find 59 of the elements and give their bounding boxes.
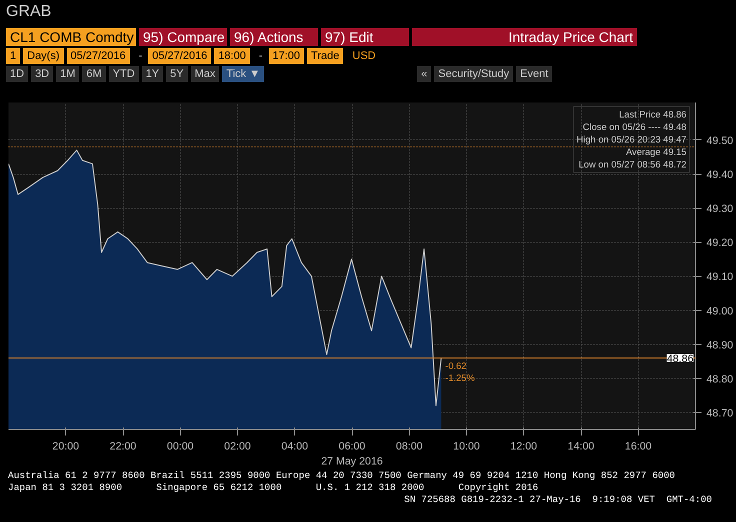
- x-tick-label: 02:00: [224, 440, 251, 452]
- y-tick-label: 49.20: [706, 237, 734, 250]
- text: 17:00: [268, 48, 304, 64]
- annotation: High on 05/26 20:23 49.47: [576, 134, 687, 144]
- chart-title: Intraday Price Chart: [412, 28, 637, 46]
- text: 18:00: [214, 48, 250, 64]
- text: SN 725688 G819-2232-1 27-May-16 9:19:08 VET GMT-4:00: [403, 494, 712, 506]
- y-tick-label: 49.30: [706, 203, 734, 216]
- text: 05/27/2016: [66, 48, 130, 64]
- text: «: [417, 66, 432, 82]
- text: Max: [190, 66, 220, 82]
- y-tick-label: 49.10: [706, 271, 734, 284]
- annotation: Close on 05/26 ---- 49.48: [582, 122, 686, 132]
- x-tick-label: 06:00: [338, 440, 366, 452]
- text: USD: [352, 50, 376, 62]
- x-tick-label: 00:00: [166, 440, 194, 452]
- y-tick-label: 49.50: [706, 134, 734, 147]
- text: Japan 81 3 3201 8900 Singapore 65 6212 1000 U.S. 1 212 318 2000 Copyright 2016: [8, 482, 540, 494]
- x-tick-label: 12:00: [510, 440, 538, 452]
- text: 3D: [31, 66, 54, 82]
- text: Event: [516, 66, 552, 82]
- chart-subtitle: CL1 COMB Comdty: [6, 28, 136, 46]
- text: -: [138, 50, 142, 62]
- text: 97) Edit: [321, 28, 409, 46]
- text: YTD: [108, 66, 139, 82]
- text: 1: [6, 48, 20, 64]
- y-tick-label: 49.40: [706, 169, 734, 182]
- annotation: Average 49.15: [626, 147, 687, 157]
- y-tick-label: 49.00: [706, 305, 734, 318]
- text: Trade: [307, 48, 344, 64]
- x-tick-label: 16:00: [624, 440, 652, 452]
- text: 96) Actions: [230, 28, 318, 46]
- x-tick-label: 04:00: [281, 440, 308, 452]
- y-tick-label: 48.90: [706, 339, 734, 352]
- text: -: [258, 50, 263, 62]
- text: Day(s): [23, 48, 64, 64]
- x-tick-label: 20:00: [52, 440, 80, 452]
- text: Australia 61 2 9777 8600 Brazil 5511 2395 9000 Europe 44 20 7330 7500 Germany 49 69 9204 1210 Hong Kong 852 2977 6000: [8, 470, 676, 482]
- annotation: Low on 05/27 08:56 48.72: [578, 160, 687, 170]
- text: Tick ▼: [222, 66, 264, 82]
- text: 6M: [82, 66, 106, 82]
- text: Security/Study: [434, 66, 514, 82]
- text: 1M: [56, 66, 80, 82]
- ref-line-label: 48.86: [666, 352, 694, 365]
- x-tick-label: 14:00: [568, 440, 594, 452]
- text: GRAB: [5, 2, 52, 22]
- x-tick-label: 22:00: [110, 440, 136, 452]
- annotation: Last Price 48.86: [619, 110, 687, 120]
- text: 1Y: [142, 66, 164, 82]
- x-tick-label: 10:00: [453, 440, 480, 452]
- y-tick-label: 48.80: [706, 373, 734, 386]
- x-axis-title: 27 May 2016: [321, 456, 383, 468]
- text: 05/27/2016: [148, 48, 212, 64]
- annotation: -0.62 -1.25%: [445, 360, 475, 383]
- text: 1D: [6, 66, 28, 82]
- y-tick-label: 48.70: [706, 407, 734, 420]
- x-tick-label: 08:00: [396, 440, 423, 452]
- text: 95) Compare: [139, 28, 227, 46]
- text: 5Y: [166, 66, 188, 82]
